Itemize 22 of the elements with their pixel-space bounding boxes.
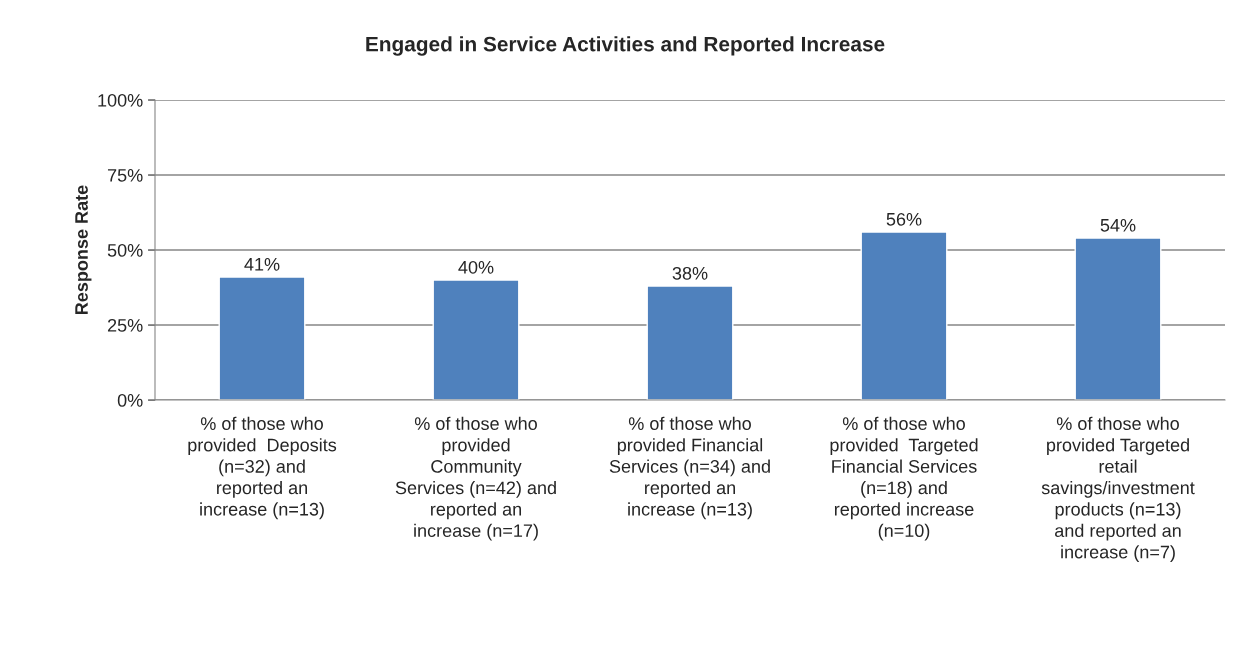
bar	[432, 279, 520, 401]
bar	[1074, 237, 1162, 401]
bar	[218, 276, 306, 401]
x-tick-label: % of those who provided Targeted Financial Services (n=18) and reported increase (n=10)	[830, 416, 978, 541]
bar	[860, 231, 948, 401]
y-tick-label: 0%	[117, 394, 143, 407]
bar	[646, 285, 734, 401]
data-label: 41%	[244, 257, 280, 271]
y-axis-title: Response Rate	[75, 185, 92, 315]
x-tick-label: % of those who provided Community Services (n=42) and reported an increase (n=17)	[395, 416, 556, 541]
data-label: 54%	[1100, 218, 1136, 232]
y-tick-label: 75%	[107, 169, 143, 182]
chart-title: Engaged in Service Activities and Reported Increase	[366, 36, 885, 56]
y-tick-label: 100%	[98, 93, 143, 107]
x-tick-label: % of those who provided Targeted retail savings/investment products (n=13) and reported an increase (n=7)	[1041, 416, 1195, 563]
x-tick-label: % of those who provided Deposits (n=32) and reported an increase (n=13)	[188, 416, 337, 520]
data-label: 40%	[458, 260, 494, 274]
y-tick-label: 25%	[107, 318, 143, 332]
x-tick-label: % of those who provided Financial Services (n=34) and reported an increase (n=13)	[609, 416, 770, 520]
y-tick-label: 50%	[107, 243, 143, 257]
data-label: 38%	[672, 266, 708, 280]
data-label: 56%	[886, 212, 922, 226]
